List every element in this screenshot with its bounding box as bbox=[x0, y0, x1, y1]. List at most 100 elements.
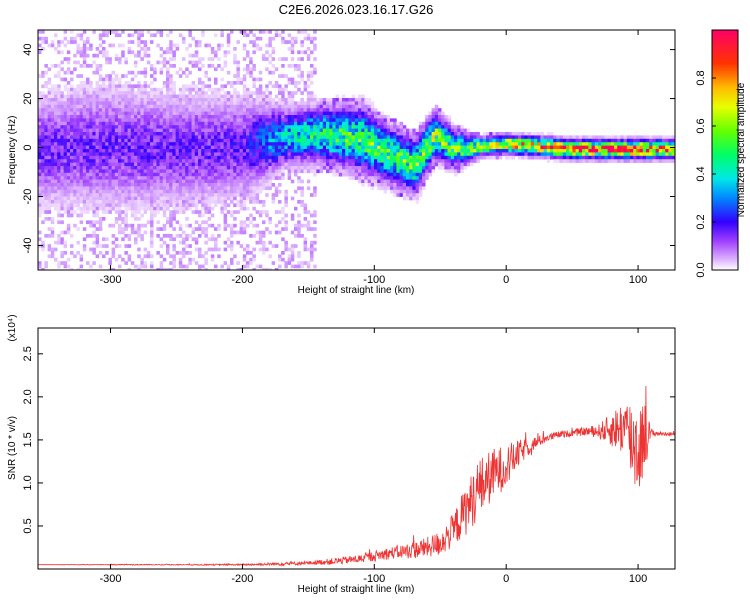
spectrogram-cell bbox=[150, 128, 154, 133]
spectrogram-cell bbox=[326, 104, 330, 109]
spectrogram-cell bbox=[198, 200, 202, 204]
spectrogram-cell bbox=[233, 145, 237, 150]
spectrogram-cell bbox=[130, 50, 135, 55]
spectrogram-cell bbox=[306, 149, 311, 153]
spectrogram-cell bbox=[63, 87, 68, 92]
spectrogram-cell bbox=[310, 152, 314, 157]
spectrogram-cell bbox=[166, 152, 170, 157]
spectrogram-cell bbox=[207, 186, 212, 191]
spectrogram-cell bbox=[150, 261, 154, 265]
spectrogram-cell bbox=[294, 142, 298, 146]
spectrogram-cell bbox=[172, 244, 176, 248]
spectrogram-cell bbox=[89, 189, 93, 194]
spectrogram-cell bbox=[444, 162, 448, 167]
spectrogram-cell bbox=[284, 193, 288, 197]
spectrogram-cell bbox=[214, 159, 218, 163]
spectrogram-cell bbox=[191, 227, 196, 231]
spectrogram-cell bbox=[265, 149, 269, 153]
spectrogram-cell bbox=[390, 121, 394, 126]
spectrogram-cell bbox=[76, 50, 80, 55]
spectrogram-cell bbox=[450, 162, 455, 167]
spectrogram-cell bbox=[438, 118, 442, 123]
spectrogram-cell bbox=[262, 145, 266, 150]
spectrogram-cell bbox=[322, 132, 327, 136]
spectrogram-cell bbox=[290, 128, 295, 133]
spectrogram-cell bbox=[156, 220, 160, 225]
spectrogram-cell bbox=[47, 159, 52, 163]
spectrogram-cell bbox=[54, 149, 58, 153]
spectrogram-cell bbox=[140, 91, 144, 95]
spectrogram-cell bbox=[76, 43, 80, 48]
spectrogram-cell bbox=[230, 162, 234, 167]
spectrogram-cell bbox=[278, 166, 282, 170]
spectrogram-cell bbox=[98, 227, 103, 231]
spectrogram-cell bbox=[127, 268, 132, 270]
spectrogram-cell bbox=[281, 155, 285, 160]
spectrogram-cell bbox=[166, 98, 170, 102]
spectrogram-cell bbox=[316, 104, 320, 109]
spectrogram-cell bbox=[63, 135, 68, 140]
spectrogram-cell bbox=[66, 257, 71, 262]
spectrogram-cell bbox=[415, 152, 420, 157]
spectrogram-cell bbox=[137, 30, 141, 34]
spectrogram-cell bbox=[76, 145, 80, 150]
spectrogram-cell bbox=[159, 189, 164, 194]
spectrogram-cell bbox=[313, 234, 317, 238]
spectrogram-cell bbox=[249, 98, 253, 102]
spectrogram-cell bbox=[386, 172, 391, 177]
spectrogram-cell bbox=[274, 125, 279, 129]
spectrogram-cell bbox=[210, 257, 215, 262]
spectrogram-cell bbox=[73, 132, 77, 136]
spectrogram-cell bbox=[201, 125, 205, 129]
spectrogram-cell bbox=[38, 98, 42, 102]
spectrogram-cell bbox=[44, 203, 48, 208]
spectrogram-cell bbox=[265, 213, 269, 218]
spectrogram-cell bbox=[95, 172, 100, 177]
spectrogram-cell bbox=[111, 183, 116, 187]
spectrogram-cell bbox=[108, 115, 112, 119]
spectrogram-cell bbox=[354, 98, 359, 102]
spectrogram-cell bbox=[236, 98, 240, 102]
spectrogram-cell bbox=[415, 166, 420, 170]
spectrogram-cell bbox=[351, 115, 356, 119]
spectrogram-cell bbox=[134, 203, 138, 208]
spectrogram-cell bbox=[150, 108, 154, 112]
spectrogram-cell bbox=[230, 152, 234, 157]
spectrogram-cell bbox=[111, 203, 116, 208]
spectrogram-cell bbox=[447, 169, 452, 174]
spectrogram-cell bbox=[92, 101, 96, 106]
spectrogram-cell bbox=[121, 169, 125, 174]
spectrogram-cell bbox=[191, 196, 196, 201]
spectrogram-cell bbox=[409, 172, 413, 177]
spectrogram-cell bbox=[98, 159, 103, 163]
spectrogram-cell bbox=[66, 223, 71, 228]
spectrogram-cell bbox=[210, 121, 215, 126]
spectrogram-cell bbox=[60, 67, 64, 72]
spectrogram-cell bbox=[178, 94, 183, 99]
spectrogram-cell bbox=[348, 159, 352, 163]
spectrogram-cell bbox=[54, 128, 58, 133]
spectrogram-cell bbox=[431, 135, 436, 140]
spectrogram-cell bbox=[290, 244, 295, 248]
spectrogram-cell bbox=[38, 176, 42, 180]
spectrogram-cell bbox=[418, 155, 423, 160]
spectrogram-cell bbox=[194, 210, 199, 214]
spectrogram-cell bbox=[335, 111, 340, 116]
spectrogram-cell bbox=[124, 60, 128, 65]
spectrogram-cell bbox=[82, 132, 87, 136]
spectrogram-cell bbox=[252, 166, 256, 170]
spectrogram-cell bbox=[210, 87, 215, 92]
spectrogram-cell bbox=[415, 179, 420, 184]
spectrogram-cell bbox=[79, 254, 84, 259]
spectrogram-cell bbox=[367, 98, 372, 102]
spectrogram-cell bbox=[386, 121, 391, 126]
spectrogram-cell bbox=[143, 101, 148, 106]
spectrogram-cell bbox=[386, 115, 391, 119]
spectrogram-cell bbox=[108, 84, 112, 89]
spectrogram-cell bbox=[246, 223, 250, 228]
spectrogram-cell bbox=[114, 33, 119, 38]
spectrogram-cell bbox=[210, 223, 215, 228]
spectrogram-cell bbox=[124, 210, 128, 214]
spectrogram-cell bbox=[271, 244, 276, 248]
spectrogram-cell bbox=[319, 101, 324, 106]
